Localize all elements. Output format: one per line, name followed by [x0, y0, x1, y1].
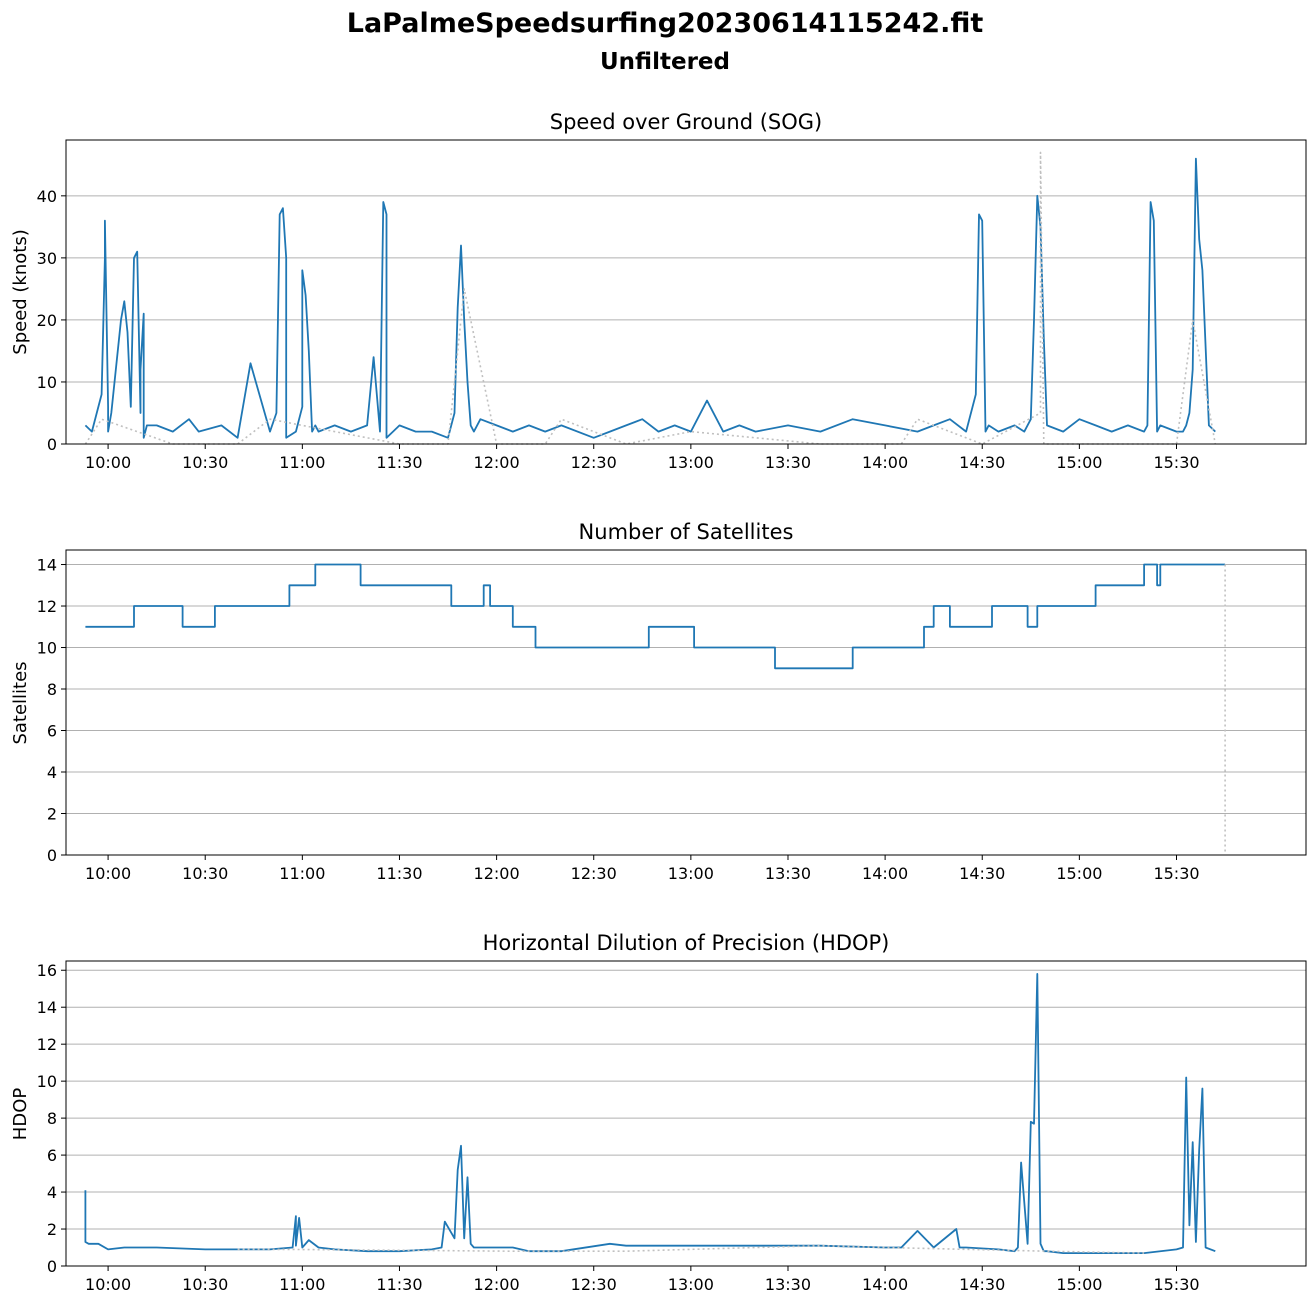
satellites-xtick-label: 10:00 [85, 864, 131, 883]
satellites-xtick-label: 11:00 [279, 864, 325, 883]
hdop-ylabel: HDOP [10, 1088, 31, 1141]
sog-title: Speed over Ground (SOG) [550, 110, 822, 134]
satellites-series-line [85, 563, 1226, 670]
satellites-ytick-label: 8 [47, 680, 57, 699]
hdop-xtick-label: 11:00 [279, 1275, 325, 1294]
hdop-ytick-label: 14 [37, 998, 57, 1017]
hdop-xtick-label: 10:30 [182, 1275, 228, 1294]
hdop-xtick-label: 13:30 [765, 1275, 811, 1294]
satellites-xtick-label: 12:00 [474, 864, 520, 883]
hdop-ytick-label: 12 [37, 1035, 57, 1054]
sog-ytick-label: 0 [47, 435, 57, 454]
hdop-xtick-label: 15:30 [1153, 1275, 1199, 1294]
sog-panel: Speed over Ground (SOG) Speed (knots) 0 1… [10, 110, 1307, 472]
satellites-ytick-label: 0 [47, 846, 57, 865]
satellites-ylabel: Satellites [10, 661, 31, 744]
satellites-xtick-label: 10:30 [182, 864, 228, 883]
hdop-xtick-label: 11:30 [376, 1275, 422, 1294]
hdop-series-line [84, 973, 1216, 1254]
hdop-xtick-label: 12:00 [474, 1275, 520, 1294]
hdop-ytick-label: 4 [47, 1183, 57, 1202]
sog-ytick-label: 30 [37, 249, 57, 268]
hdop-xtick-label: 12:30 [571, 1275, 617, 1294]
sog-axes-frame [65, 139, 1307, 445]
hdop-gap-line [237, 1244, 1145, 1254]
hdop-ytick-label: 10 [37, 1072, 57, 1091]
hdop-axes-frame [65, 960, 1307, 1267]
sog-xtick-label: 10:30 [182, 453, 228, 472]
satellites-axes-frame [65, 549, 1307, 856]
satellites-xtick-label: 14:00 [862, 864, 908, 883]
hdop-title: Horizontal Dilution of Precision (HDOP) [483, 931, 890, 955]
sog-xtick-label: 13:30 [765, 453, 811, 472]
hdop-ytick-label: 2 [47, 1220, 57, 1239]
hdop-ytick-label: 6 [47, 1146, 57, 1165]
satellites-ytick-label: 4 [47, 763, 57, 782]
sog-series-line [84, 157, 1216, 439]
sog-xtick-label: 12:00 [474, 453, 520, 472]
sog-xtick-label: 11:00 [279, 453, 325, 472]
hdop-xtick-label: 15:00 [1056, 1275, 1102, 1294]
sog-xtick-label: 15:30 [1153, 453, 1199, 472]
sog-xtick-label: 14:00 [862, 453, 908, 472]
satellites-xtick-label: 12:30 [571, 864, 617, 883]
hdop-xtick-label: 14:00 [862, 1275, 908, 1294]
sog-ytick-label: 20 [37, 311, 57, 330]
sog-xtick-label: 12:30 [571, 453, 617, 472]
satellites-title: Number of Satellites [579, 520, 794, 544]
sog-ytick-label: 10 [37, 373, 57, 392]
hdop-ytick-label: 8 [47, 1109, 57, 1128]
sog-xtick-label: 15:00 [1056, 453, 1102, 472]
sog-ylabel: Speed (knots) [10, 229, 31, 354]
satellites-xtick-label: 11:30 [376, 864, 422, 883]
sog-xtick-label: 10:00 [85, 453, 131, 472]
satellites-xtick-label: 14:30 [959, 864, 1005, 883]
hdop-xtick-label: 14:30 [959, 1275, 1005, 1294]
satellites-xtick-label: 15:30 [1153, 864, 1199, 883]
figure-title: LaPalmeSpeedsurfing20230614115242.fit [347, 8, 984, 39]
sog-xtick-label: 14:30 [959, 453, 1005, 472]
sog-xtick-label: 13:00 [668, 453, 714, 472]
hdop-panel: Horizontal Dilution of Precision (HDOP) … [10, 931, 1307, 1294]
hdop-ytick-label: 0 [47, 1257, 57, 1276]
figure-subtitle: Unfiltered [600, 49, 730, 75]
sog-ytick-label: 40 [37, 187, 57, 206]
hdop-xtick-label: 13:00 [668, 1275, 714, 1294]
satellites-ytick-label: 6 [47, 722, 57, 741]
hdop-ytick-label: 16 [37, 961, 57, 980]
satellites-xtick-label: 13:00 [668, 864, 714, 883]
satellites-xtick-label: 13:30 [765, 864, 811, 883]
satellites-ytick-label: 10 [37, 639, 57, 658]
hdop-xtick-label: 10:00 [85, 1275, 131, 1294]
satellites-ytick-label: 2 [47, 805, 57, 824]
satellites-ytick-label: 14 [37, 556, 57, 575]
sog-xtick-label: 11:30 [376, 453, 422, 472]
satellites-xtick-label: 15:00 [1056, 864, 1102, 883]
satellites-panel: Number of Satellites Satellites 0 2 4 6 8 10 1… [10, 520, 1307, 883]
satellites-ytick-label: 12 [37, 597, 57, 616]
